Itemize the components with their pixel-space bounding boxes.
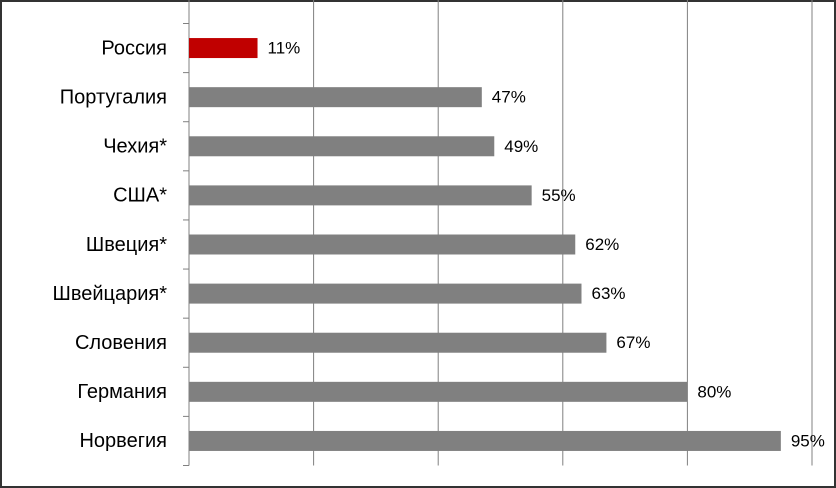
bar (189, 430, 781, 451)
value-label: 67% (616, 333, 650, 352)
bar (189, 87, 482, 108)
bar (189, 283, 582, 304)
bar (189, 381, 688, 402)
category-label: Чехия* (103, 136, 167, 158)
category-label: Словения (75, 332, 167, 354)
value-label: 11% (268, 39, 301, 58)
value-label: 63% (591, 284, 625, 303)
category-label: Россия (101, 37, 167, 59)
bar (189, 234, 576, 255)
bar (189, 332, 607, 353)
value-label: 95% (791, 431, 825, 450)
category-label: Швейцария* (52, 283, 167, 305)
bar (189, 136, 495, 157)
value-label: 62% (585, 235, 619, 254)
category-label: Германия (77, 381, 167, 403)
category-label: Швеция* (86, 234, 167, 256)
value-label: 47% (492, 88, 526, 107)
category-label: США* (113, 185, 167, 207)
category-label: Норвегия (79, 430, 167, 452)
category-label: Португалия (60, 86, 167, 108)
value-label: 49% (504, 137, 538, 156)
value-label: 80% (697, 382, 731, 401)
bar (189, 185, 532, 206)
value-label: 55% (542, 186, 576, 205)
bar (189, 38, 258, 59)
